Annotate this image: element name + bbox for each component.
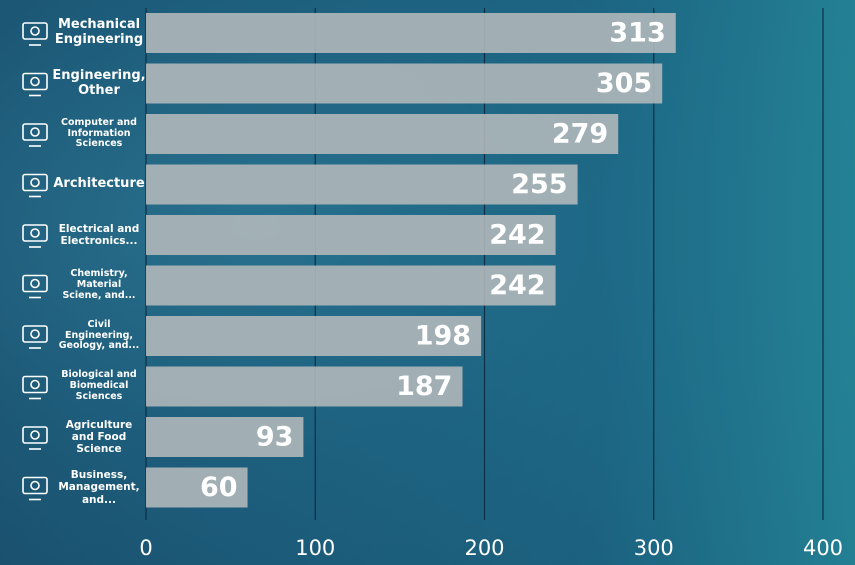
icon-shape [31,330,39,338]
category-icon [23,276,47,298]
icon-shape [23,124,47,140]
y-tick-label: Architecture [56,159,142,211]
page: 0 100 200 300 400 313 305 279 255 242 242 198 187 93 6… [0,0,855,565]
icon-shape [31,280,39,288]
y-tick-label: Agriculture and Food Science [56,411,142,463]
category-icon [23,427,47,449]
icon-shape [23,276,47,292]
icon-shape [23,478,47,494]
value-label: 242 [489,220,545,251]
value-label: 313 [609,18,665,49]
category-icon [23,23,47,45]
y-tick-label: Biological and Biomedical Sciences [56,361,142,413]
icon-shape [23,427,47,443]
icon-shape [23,23,47,39]
category-icon [23,326,47,348]
y-tick-label: Civil Engineering, Geology, and... [56,310,142,362]
icon-shape [31,482,39,490]
y-tick-label: Business, Management, and... [56,462,142,514]
icon-shape [23,377,47,393]
icon-shape [31,78,39,86]
value-label: 242 [489,270,545,301]
category-icon [23,74,47,96]
y-tick-label: Mechanical Engineering [56,7,142,59]
y-tick-label: Electrical and Electronics... [56,209,142,261]
icon-shape [31,128,39,136]
bar [146,114,618,154]
icon-shape [31,431,39,439]
category-icon [23,175,47,197]
bar [146,64,662,104]
y-tick-label: Computer and Information Sciences [56,108,142,160]
value-label: 60 [200,472,238,503]
category-icon [23,124,47,146]
bar [146,13,676,53]
category-icon [23,225,47,247]
value-label: 198 [415,321,471,352]
y-tick-label: Engineering, Other [56,58,142,110]
icon-shape [31,179,39,187]
icon-shape [23,225,47,241]
icon-shape [31,27,39,35]
value-label: 187 [396,371,452,402]
icon-shape [31,381,39,389]
x-tick-label: 200 [464,536,504,560]
y-tick-label: Chemistry, Material Sciene, and... [56,260,142,312]
icon-shape [31,229,39,237]
x-tick-label: 300 [634,536,674,560]
value-label: 93 [256,422,294,453]
icon-shape [23,74,47,90]
category-icon [23,478,47,500]
x-tick-label: 100 [295,536,335,560]
value-label: 305 [596,68,652,99]
icon-shape [23,175,47,191]
icon-shape [23,326,47,342]
x-tick-label: 400 [803,536,843,560]
value-label: 279 [552,119,608,150]
x-tick-label: 0 [139,536,152,560]
value-label: 255 [511,169,567,200]
category-icon [23,377,47,399]
